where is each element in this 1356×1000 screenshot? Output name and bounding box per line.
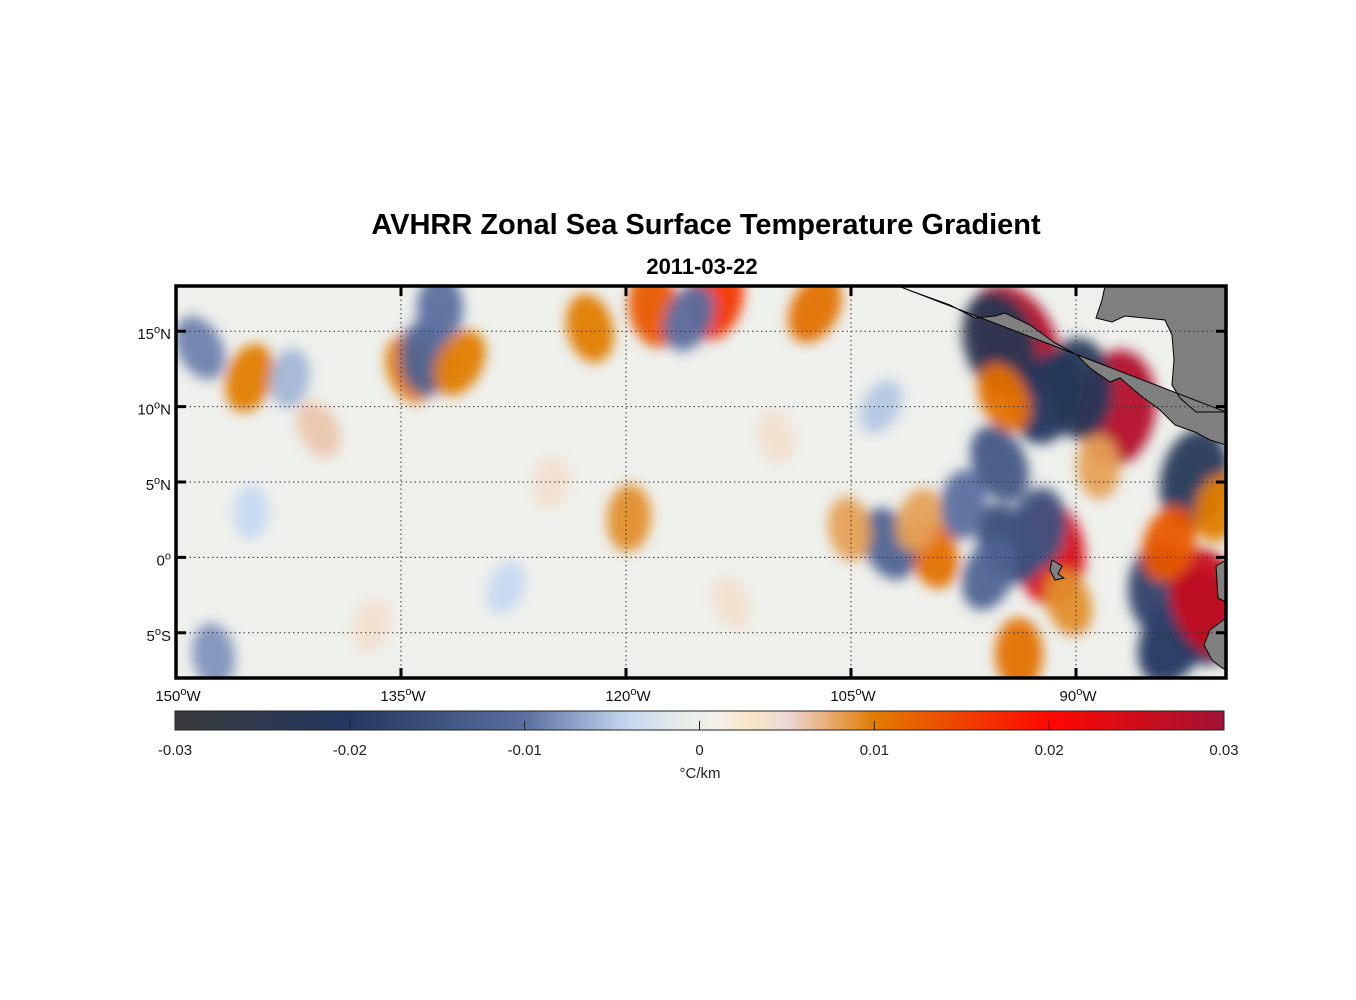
positive-gradient-patch [788,286,842,343]
lat-tick-label: 15oN [137,324,171,343]
negative-gradient-patch [233,484,269,540]
positive-gradient-patch [352,598,390,652]
land-south-america-south [1203,617,1226,671]
colorbar-tick-label: 0.02 [1035,742,1064,759]
negative-gradient-patch [417,286,463,344]
colorbar-tick-label: -0.01 [508,742,542,759]
negative-gradient-patch [663,286,715,352]
positive-gradient-patch [1194,473,1226,543]
positive-gradient-patch [1077,434,1120,500]
lat-tick-label: 5oS [147,626,171,645]
negative-gradient-patch [176,316,226,380]
colorbar-tick-label: 0.01 [860,742,889,759]
negative-gradient-patch [859,380,903,434]
lon-tick-label: 90oW [1060,686,1098,705]
colorbar: -0.03 -0.02 -0.01 0 0.01 0.02 0.03 °C/km [158,710,1239,782]
positive-gradient-patch [895,488,942,552]
positive-gradient-patch [433,330,486,396]
negative-gradient-patch [940,469,987,540]
gradient-field [176,286,1226,678]
negative-gradient-patch [486,561,526,614]
colorbar-tick-label: 0 [695,742,703,759]
negative-gradient-patch [270,348,310,408]
positive-gradient-patch [827,496,872,561]
positive-gradient-patch [296,401,341,458]
land-central-america [897,286,1226,446]
colorbar-label: °C/km [680,765,721,782]
map-area [176,286,1226,678]
colorbar-tick-label: -0.03 [158,742,192,759]
positive-gradient-patch [711,576,751,629]
positive-gradient-patch [1045,569,1092,636]
chart-title: AVHRR Zonal Sea Surface Temperature Grad… [371,209,1041,241]
lat-tick-label: 5oN [146,475,171,494]
positive-gradient-patch [977,363,1031,432]
negative-gradient-patch [962,537,1016,611]
positive-gradient-patch [1169,548,1226,657]
lon-tick-label: 150oW [155,686,201,705]
land-south-america-north [1215,559,1226,603]
positive-gradient-patch [225,343,274,413]
colorbar-tick-label: 0.03 [1209,742,1238,759]
colorbar-ticks: -0.03 -0.02 -0.01 0 0.01 0.02 0.03 [158,721,1239,759]
lat-tick-label: 0o [157,550,171,569]
positive-gradient-patch [1141,505,1197,582]
axis-ticks: 150oW 135oW 120oW 105oW 90oW 15oN 10oN 5oN 0o 5oS [137,286,1226,705]
lon-tick-label: 135oW [380,686,426,705]
positive-gradient-patch [606,484,652,552]
colorbar-tick-label: -0.02 [333,742,367,759]
negative-gradient-patch [970,425,1029,503]
positive-gradient-patch [566,293,614,363]
land-galapagos [1049,559,1066,581]
lat-tick-label: 10oN [137,400,171,419]
positive-gradient-patch [757,409,795,464]
negative-gradient-patch [1010,487,1067,571]
negative-gradient-patch [192,623,235,678]
chart-subtitle: 2011-03-22 [646,254,757,279]
lon-tick-label: 105oW [830,686,876,705]
land-masses [897,286,1226,671]
lon-tick-label: 120oW [605,686,651,705]
positive-gradient-patch [995,617,1043,678]
